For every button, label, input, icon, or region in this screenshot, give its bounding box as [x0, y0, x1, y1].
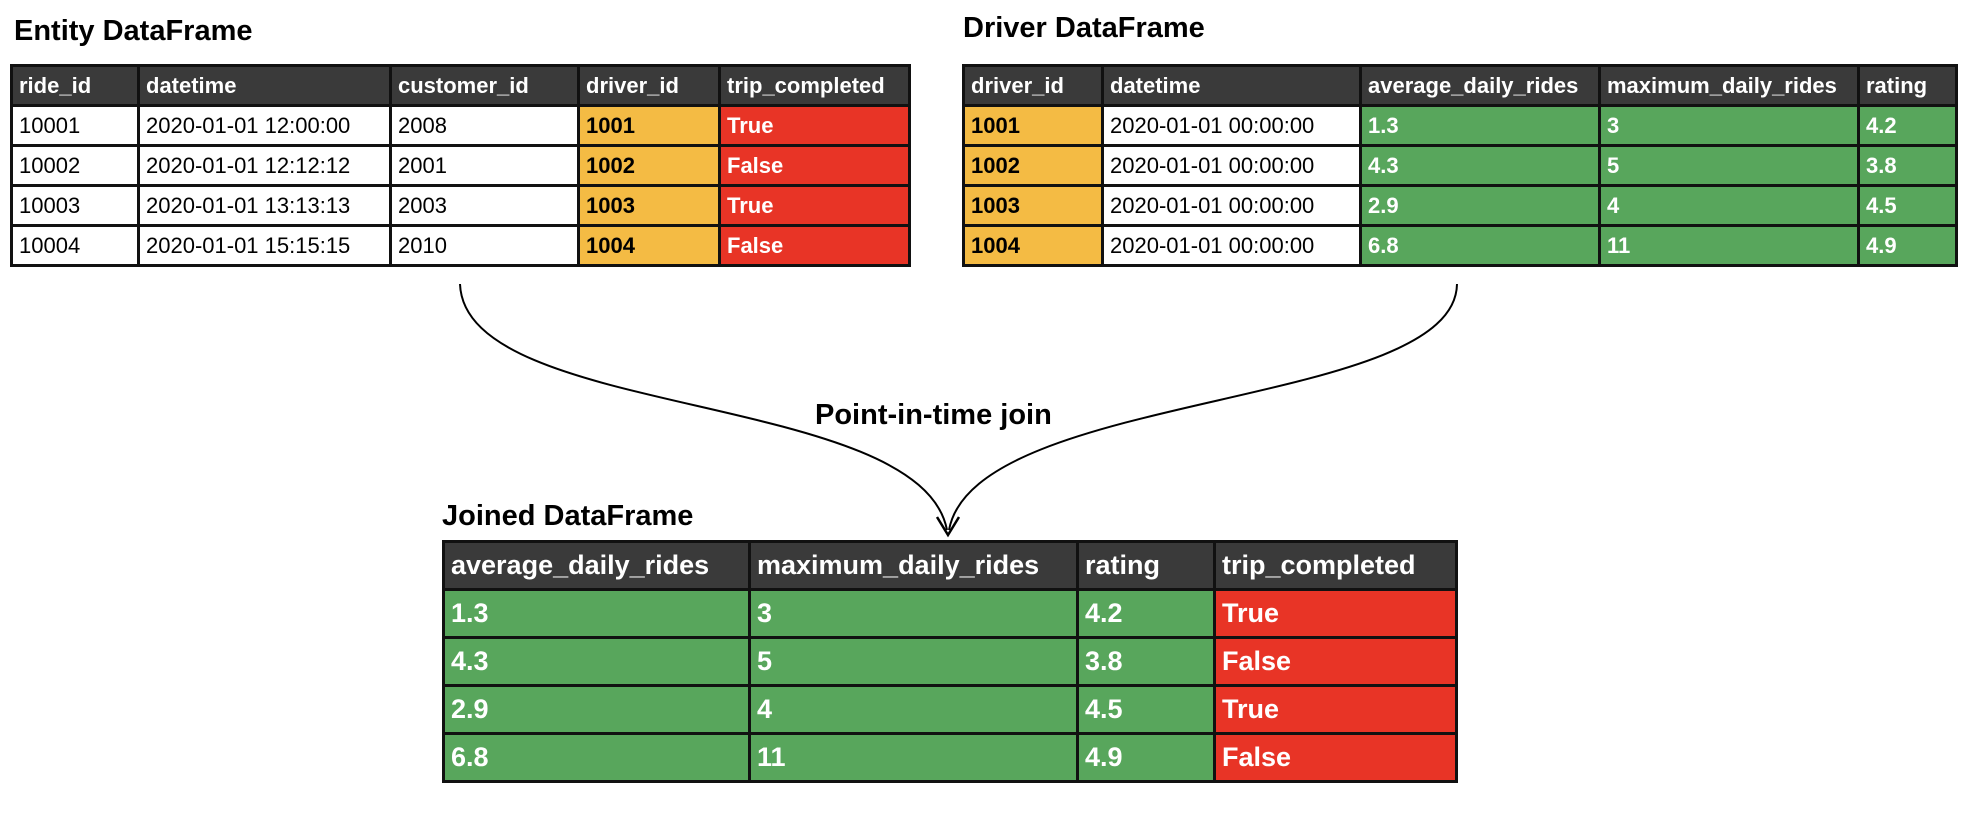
joined-column-header: trip_completed	[1213, 540, 1458, 591]
driver-table-row: 1002 2020-01-01 00:00:00 4.3 5 3.8	[962, 144, 1958, 187]
entity-cell-ride-id: 10002	[10, 144, 140, 187]
entity-table-row: 10004 2020-01-01 15:15:15 2010 1004 False	[10, 224, 911, 267]
joined-column-header: rating	[1076, 540, 1216, 591]
joined-cell-maximum-daily-rides: 11	[748, 732, 1079, 783]
entity-cell-customer-id: 2008	[389, 104, 580, 147]
driver-cell-rating: 4.2	[1857, 104, 1958, 147]
driver-dataframe-title: Driver DataFrame	[963, 12, 1205, 44]
driver-cell-average-daily-rides: 1.3	[1359, 104, 1601, 147]
entity-cell-ride-id: 10003	[10, 184, 140, 227]
joined-cell-rating: 4.2	[1076, 588, 1216, 639]
driver-cell-rating: 4.5	[1857, 184, 1958, 227]
joined-table-row: 4.3 5 3.8 False	[442, 636, 1458, 687]
entity-column-header: driver_id	[577, 64, 721, 107]
entity-cell-driver-id: 1001	[577, 104, 721, 147]
joined-table-row: 2.9 4 4.5 True	[442, 684, 1458, 735]
driver-cell-datetime: 2020-01-01 00:00:00	[1101, 184, 1362, 227]
entity-dataframe-table: ride_id datetime customer_id driver_id trip_…	[10, 64, 911, 267]
driver-column-header: datetime	[1101, 64, 1362, 107]
driver-cell-rating: 3.8	[1857, 144, 1958, 187]
entity-cell-trip-completed: False	[718, 144, 911, 187]
joined-cell-trip-completed: False	[1213, 732, 1458, 783]
driver-cell-datetime: 2020-01-01 00:00:00	[1101, 104, 1362, 147]
entity-cell-trip-completed: True	[718, 184, 911, 227]
entity-dataframe-title: Entity DataFrame	[14, 15, 253, 47]
joined-cell-rating: 4.9	[1076, 732, 1216, 783]
entity-cell-datetime: 2020-01-01 12:12:12	[137, 144, 392, 187]
entity-table-row: 10003 2020-01-01 13:13:13 2003 1003 True	[10, 184, 911, 227]
entity-cell-customer-id: 2003	[389, 184, 580, 227]
join-arrow-right-curve	[948, 283, 1458, 531]
entity-table-row: 10002 2020-01-01 12:12:12 2001 1002 False	[10, 144, 911, 187]
driver-cell-driver-id: 1002	[962, 144, 1104, 187]
entity-cell-datetime: 2020-01-01 15:15:15	[137, 224, 392, 267]
driver-column-header: driver_id	[962, 64, 1104, 107]
driver-table-row: 1004 2020-01-01 00:00:00 6.8 11 4.9	[962, 224, 1958, 267]
joined-column-header: average_daily_rides	[442, 540, 751, 591]
joined-cell-maximum-daily-rides: 5	[748, 636, 1079, 687]
driver-cell-maximum-daily-rides: 11	[1598, 224, 1860, 267]
driver-column-header: rating	[1857, 64, 1958, 107]
driver-table-row: 1003 2020-01-01 00:00:00 2.9 4 4.5	[962, 184, 1958, 227]
join-arrow-left-curve	[459, 283, 948, 531]
joined-table-row: 1.3 3 4.2 True	[442, 588, 1458, 639]
driver-cell-maximum-daily-rides: 5	[1598, 144, 1860, 187]
entity-cell-trip-completed: False	[718, 224, 911, 267]
joined-cell-rating: 3.8	[1076, 636, 1216, 687]
joined-column-header: maximum_daily_rides	[748, 540, 1079, 591]
driver-cell-driver-id: 1003	[962, 184, 1104, 227]
entity-cell-driver-id: 1004	[577, 224, 721, 267]
driver-cell-datetime: 2020-01-01 00:00:00	[1101, 144, 1362, 187]
driver-cell-average-daily-rides: 2.9	[1359, 184, 1601, 227]
driver-dataframe-table: driver_id datetime average_daily_rides maxi…	[962, 64, 1958, 267]
driver-cell-average-daily-rides: 4.3	[1359, 144, 1601, 187]
driver-cell-maximum-daily-rides: 4	[1598, 184, 1860, 227]
driver-cell-datetime: 2020-01-01 00:00:00	[1101, 224, 1362, 267]
entity-column-header: datetime	[137, 64, 392, 107]
driver-cell-driver-id: 1004	[962, 224, 1104, 267]
joined-cell-average-daily-rides: 1.3	[442, 588, 751, 639]
entity-cell-driver-id: 1003	[577, 184, 721, 227]
joined-cell-trip-completed: True	[1213, 684, 1458, 735]
joined-header-row: average_daily_rides maximum_daily_rides ra…	[442, 540, 1458, 591]
entity-cell-customer-id: 2001	[389, 144, 580, 187]
entity-column-header: trip_completed	[718, 64, 911, 107]
driver-column-header: average_daily_rides	[1359, 64, 1601, 107]
joined-dataframe-title: Joined DataFrame	[442, 500, 694, 532]
joined-cell-maximum-daily-rides: 4	[748, 684, 1079, 735]
joined-cell-rating: 4.5	[1076, 684, 1216, 735]
driver-cell-maximum-daily-rides: 3	[1598, 104, 1860, 147]
joined-cell-trip-completed: True	[1213, 588, 1458, 639]
entity-cell-datetime: 2020-01-01 12:00:00	[137, 104, 392, 147]
joined-cell-average-daily-rides: 2.9	[442, 684, 751, 735]
driver-cell-average-daily-rides: 6.8	[1359, 224, 1601, 267]
joined-dataframe-table: average_daily_rides maximum_daily_rides ra…	[442, 540, 1458, 783]
driver-header-row: driver_id datetime average_daily_rides maxi…	[962, 64, 1958, 107]
entity-cell-ride-id: 10004	[10, 224, 140, 267]
entity-cell-driver-id: 1002	[577, 144, 721, 187]
joined-table-row: 6.8 11 4.9 False	[442, 732, 1458, 783]
driver-table-row: 1001 2020-01-01 00:00:00 1.3 3 4.2	[962, 104, 1958, 147]
driver-column-header: maximum_daily_rides	[1598, 64, 1860, 107]
joined-cell-average-daily-rides: 6.8	[442, 732, 751, 783]
entity-table-row: 10001 2020-01-01 12:00:00 2008 1001 True	[10, 104, 911, 147]
entity-column-header: customer_id	[389, 64, 580, 107]
entity-cell-customer-id: 2010	[389, 224, 580, 267]
joined-cell-trip-completed: False	[1213, 636, 1458, 687]
entity-header-row: ride_id datetime customer_id driver_id trip_…	[10, 64, 911, 107]
joined-cell-maximum-daily-rides: 3	[748, 588, 1079, 639]
entity-cell-ride-id: 10001	[10, 104, 140, 147]
join-arrow-head-icon	[935, 516, 961, 538]
entity-column-header: ride_id	[10, 64, 140, 107]
joined-cell-average-daily-rides: 4.3	[442, 636, 751, 687]
entity-cell-trip-completed: True	[718, 104, 911, 147]
driver-cell-driver-id: 1001	[962, 104, 1104, 147]
entity-cell-datetime: 2020-01-01 13:13:13	[137, 184, 392, 227]
point-in-time-join-label: Point-in-time join	[815, 399, 1052, 431]
driver-cell-rating: 4.9	[1857, 224, 1958, 267]
